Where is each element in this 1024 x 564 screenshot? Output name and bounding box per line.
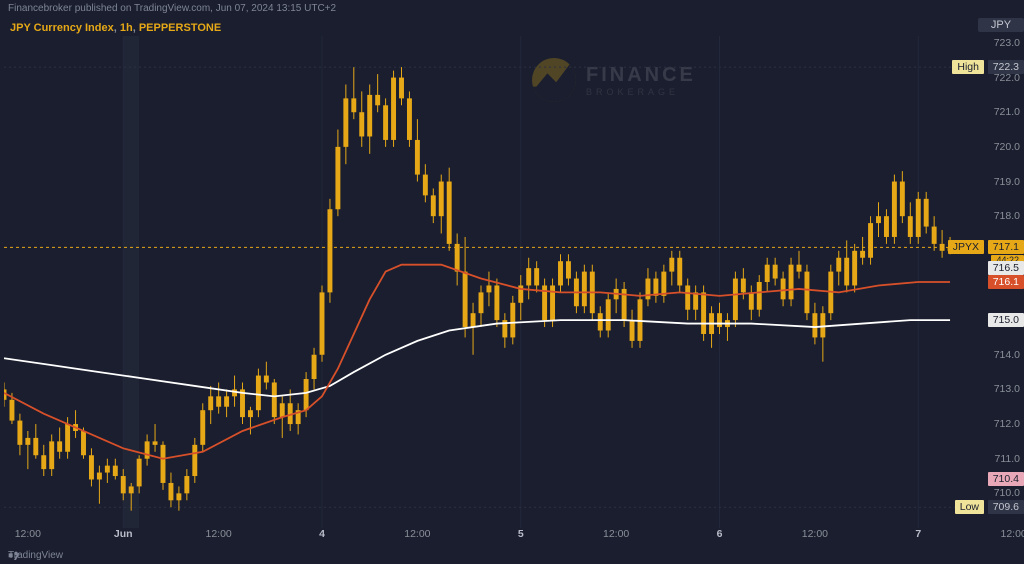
symbol-line[interactable]: JPY Currency Index, 1h, PEPPERSTONE bbox=[10, 22, 221, 34]
x-tick: 12:00 bbox=[15, 528, 41, 540]
y-tick: 718.0 bbox=[994, 210, 1020, 222]
x-tick: 12:00 bbox=[802, 528, 828, 540]
x-axis[interactable]: 12:00Jun12:00412:00512:00612:00712:00 bbox=[4, 528, 958, 548]
y-tick: 713.0 bbox=[994, 383, 1020, 395]
x-tick: 4 bbox=[319, 528, 325, 540]
x-tick: 12:00 bbox=[1001, 528, 1024, 540]
current-price-value: 717.1 bbox=[988, 240, 1024, 254]
y-tick: 714.0 bbox=[994, 349, 1020, 361]
x-tick: 12:00 bbox=[404, 528, 430, 540]
x-tick: 5 bbox=[518, 528, 524, 540]
symbol-name: JPY Currency Index bbox=[10, 22, 114, 34]
price-tag-value: 716.5 bbox=[988, 261, 1024, 275]
y-tick: 712.0 bbox=[994, 418, 1020, 430]
y-axis-header: JPY bbox=[978, 18, 1024, 32]
x-tick: 12:00 bbox=[206, 528, 232, 540]
y-tick: 723.0 bbox=[994, 37, 1020, 49]
y-axis[interactable]: JPY 723.0722.0721.0720.0719.0718.0717.07… bbox=[958, 36, 1024, 528]
x-tick: 6 bbox=[717, 528, 723, 540]
tradingview-logo-icon bbox=[8, 550, 20, 562]
publish-line: Financebroker published on TradingView.c… bbox=[8, 3, 336, 14]
chart-container: Financebroker published on TradingView.c… bbox=[0, 0, 1024, 564]
tradingview-brand: TradingView bbox=[8, 550, 63, 561]
x-tick: Jun bbox=[114, 528, 133, 540]
y-tick: 711.0 bbox=[995, 453, 1021, 465]
y-tick: 719.0 bbox=[994, 176, 1020, 188]
price-tag-value: 722.3 bbox=[988, 60, 1024, 74]
x-tick: 7 bbox=[915, 528, 921, 540]
symbol-broker: PEPPERSTONE bbox=[139, 22, 221, 34]
price-tag-value: 715.0 bbox=[988, 313, 1024, 327]
price-tag-label: High bbox=[952, 60, 984, 74]
current-price-symbol: JPYX bbox=[948, 240, 984, 254]
y-tick: 721.0 bbox=[994, 106, 1020, 118]
price-plot[interactable] bbox=[4, 36, 958, 528]
price-tag-label: Low bbox=[955, 500, 984, 514]
x-tick: 12:00 bbox=[603, 528, 629, 540]
price-tag-value: 716.1 bbox=[988, 275, 1024, 289]
y-tick: 710.0 bbox=[994, 487, 1020, 499]
price-tag-value: 710.4 bbox=[988, 472, 1024, 486]
y-tick: 720.0 bbox=[994, 141, 1020, 153]
price-tag-value: 709.6 bbox=[988, 500, 1024, 514]
symbol-tf: 1h bbox=[120, 22, 133, 34]
